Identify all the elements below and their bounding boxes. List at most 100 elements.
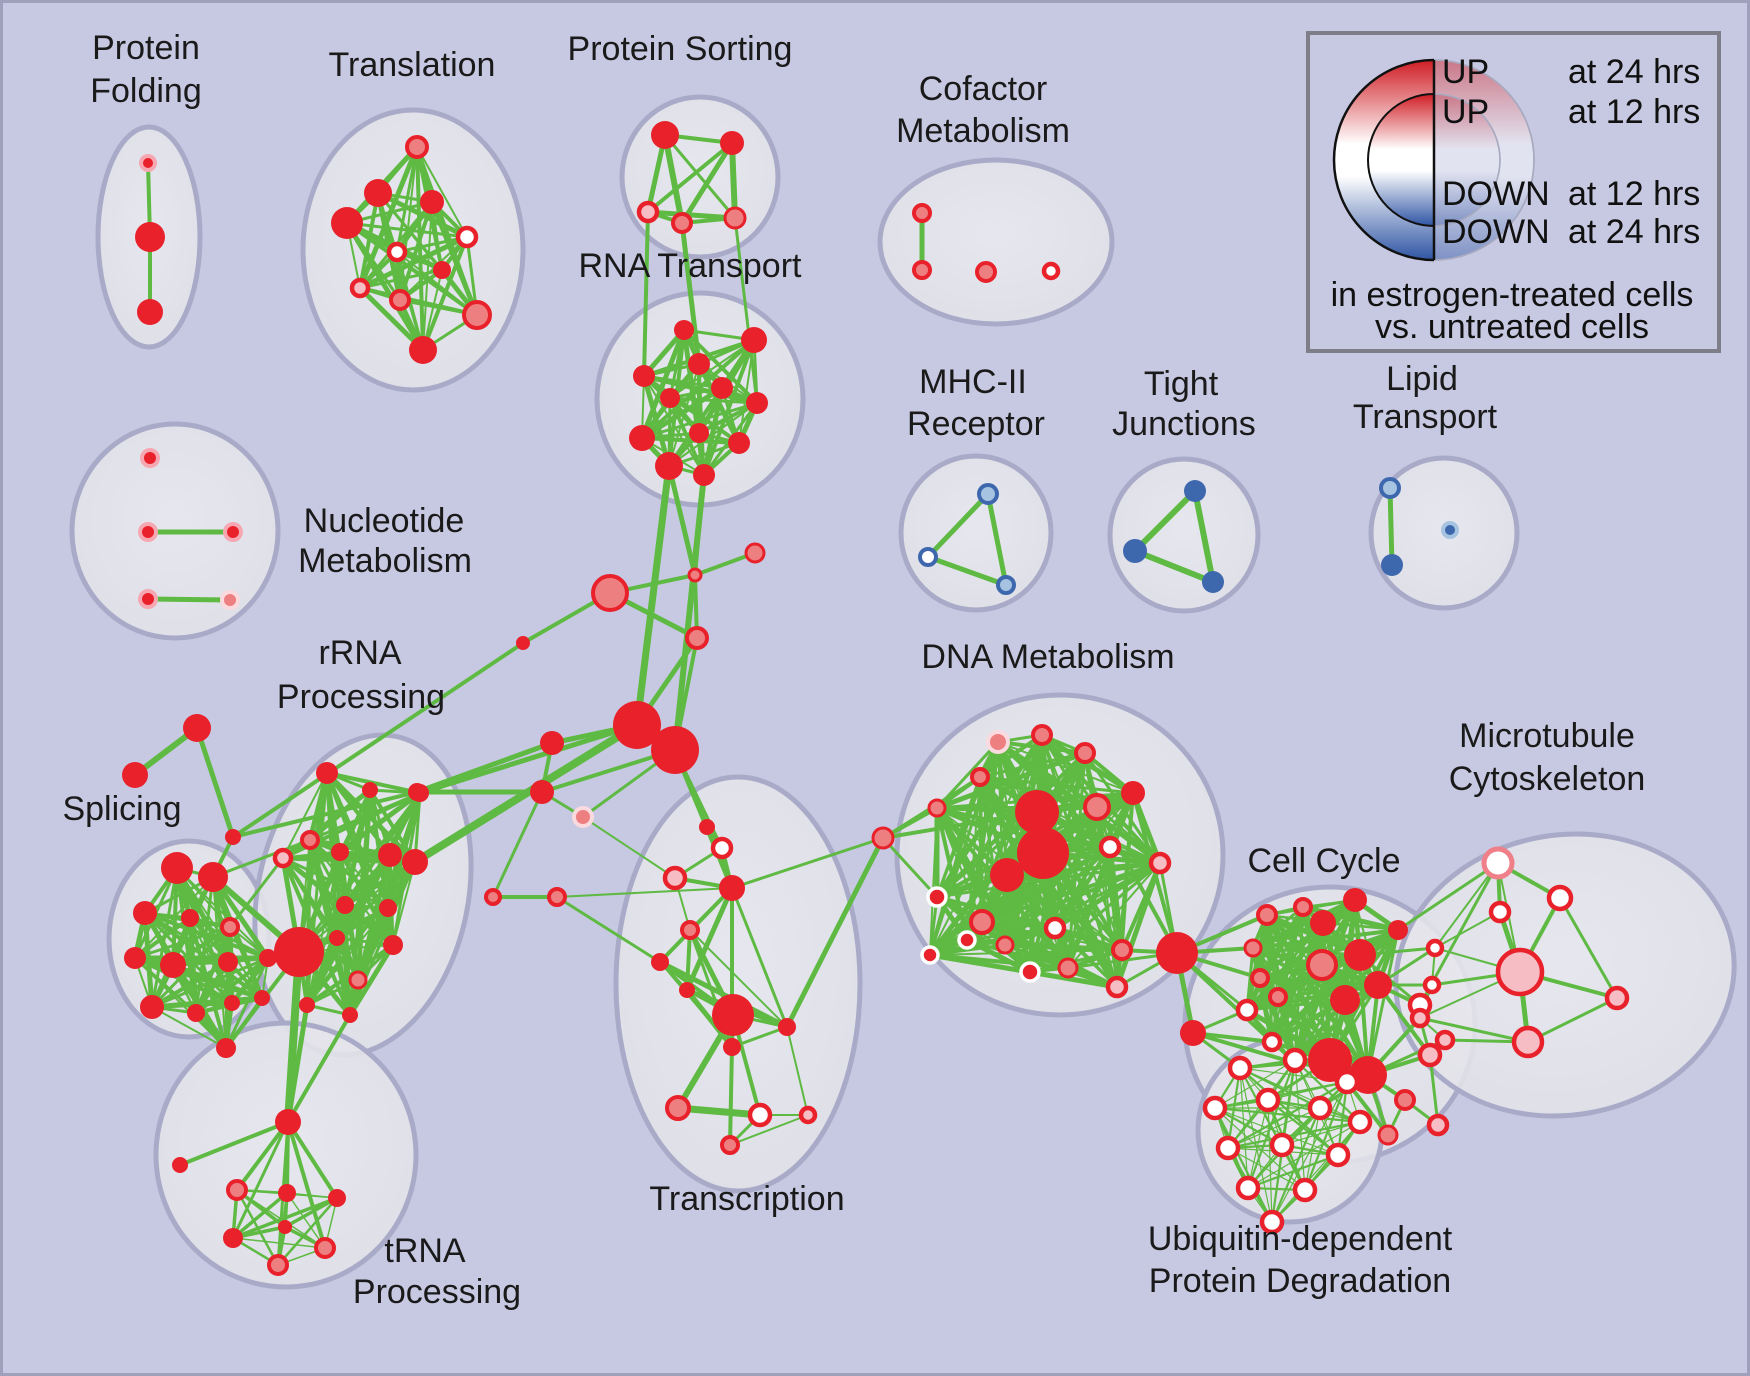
network-node-cell-cycle <box>1394 1089 1416 1111</box>
network-edge-rrna-processing <box>392 861 416 946</box>
network-node-translation <box>349 277 371 299</box>
network-edge-transcription <box>729 1114 809 1146</box>
network-node-splicing <box>224 995 240 1011</box>
network-node-cell-cycle <box>1256 904 1278 926</box>
network-edge-transcription <box>730 886 789 1029</box>
network-node-transcription <box>680 920 700 940</box>
legend-glyph-right-arc-outer <box>1433 59 1535 261</box>
network-node-connectors <box>408 783 426 801</box>
network-edge-dna-metabolism <box>935 861 1162 899</box>
network-node-transcription <box>662 865 688 891</box>
network-edge-cell-cycle <box>1366 928 1400 1077</box>
network-node-rna-transport <box>728 432 750 454</box>
network-node-mhc-ii-receptor <box>977 483 999 505</box>
network-node-transcription <box>719 875 745 901</box>
network-link-edge <box>784 835 886 1030</box>
legend-row-label: UP <box>1442 93 1489 131</box>
network-node-trna-processing <box>314 1237 336 1259</box>
network-edge-protein-sorting <box>729 140 738 221</box>
network-node-microtubule-cytoskeleton <box>1425 938 1445 958</box>
network-node-dna-metabolism <box>970 767 990 787</box>
module-shape-cofactor-metabolism <box>877 157 1115 327</box>
network-edge-ubiquitin-degradation <box>1270 1106 1322 1224</box>
network-node-tight-junctions <box>1202 571 1224 593</box>
network-edge-translation <box>344 220 426 353</box>
module-label-nucleotide-metabolism: Metabolism <box>298 542 472 580</box>
network-edge-rrna-processing <box>308 838 360 982</box>
network-node-cell-cycle <box>1364 971 1392 999</box>
network-node-dna-metabolism <box>1148 851 1172 875</box>
network-edge-ubiquitin-degradation <box>1238 1066 1340 1157</box>
network-node-connectors <box>516 636 530 650</box>
network-node-rna-transport <box>711 377 733 399</box>
network-edge-mhc-ii-receptor <box>985 491 1009 588</box>
network-node-transcription <box>720 1135 740 1155</box>
network-node-rna-transport <box>689 423 709 443</box>
network-node-rrna-processing <box>378 843 402 867</box>
network-node-microtubule-cytoskeleton <box>1481 846 1515 880</box>
network-node-dna-metabolism <box>1015 790 1059 834</box>
legend-row-label: DOWN <box>1442 175 1550 213</box>
network-node-cell-cycle <box>1156 932 1198 974</box>
module-label-cell-cycle: Cell Cycle <box>1247 842 1400 880</box>
network-edge-connectors <box>491 790 544 899</box>
network-node-cell-cycle <box>1330 985 1360 1015</box>
network-node-dna-metabolism <box>1019 961 1041 983</box>
network-edge-ubiquitin-degradation <box>1336 1080 1349 1157</box>
network-edge-tight-junctions <box>1132 548 1216 585</box>
network-edge-trna-processing <box>276 1196 339 1267</box>
network-node-rrna-processing <box>272 847 294 869</box>
network-edge-ubiquitin-degradation <box>1271 1121 1361 1223</box>
module-label-mhc-ii-receptor: Receptor <box>907 405 1045 443</box>
network-edge-splicing <box>229 955 271 1006</box>
network-edge-ubiquitin-degradation <box>1293 1058 1362 1124</box>
network-edge-ubiquitin-degradation <box>1247 1121 1361 1189</box>
network-edge-rna-transport <box>639 327 687 441</box>
network-node-microtubule-cytoskeleton <box>1488 900 1512 924</box>
network-node-trna-processing <box>223 1228 243 1248</box>
legend-row-label: UP <box>1442 53 1489 91</box>
network-edge-dna-metabolism <box>1052 925 1125 953</box>
network-node-rrna-processing <box>336 896 354 914</box>
network-edge-rrna-processing <box>308 838 390 910</box>
network-node-dna-metabolism <box>1017 827 1069 879</box>
network-edge-ubiquitin-degradation <box>1267 1081 1348 1101</box>
network-edge-microtubule-cytoskeleton <box>1434 911 1501 949</box>
network-node-rrna-processing <box>329 930 345 946</box>
network-edge-cell-cycle <box>1250 897 1358 951</box>
network-node-rna-transport <box>633 365 655 387</box>
network-edge-rna-transport <box>668 396 706 477</box>
network-node-translation <box>386 241 408 263</box>
network-node-rrna-processing <box>379 899 397 917</box>
network-node-protein-sorting <box>723 206 747 230</box>
network-node-cell-cycle <box>1417 1042 1443 1068</box>
network-edge-cell-cycle <box>1359 954 1369 1076</box>
network-link-edge <box>1095 805 1179 955</box>
network-link-edge <box>228 856 285 929</box>
network-node-translation <box>331 207 363 239</box>
network-node-microtubule-cytoskeleton <box>1604 985 1630 1011</box>
network-node-cell-cycle <box>1426 1113 1450 1137</box>
network-edge-cell-cycle <box>1245 983 1380 1012</box>
network-edge-translation <box>395 235 469 254</box>
network-edge-mhc-ii-receptor <box>925 554 1009 588</box>
network-edge-protein-sorting <box>645 209 738 221</box>
network-edge-splicing <box>151 1006 227 1049</box>
network-edge-protein-sorting <box>663 133 737 220</box>
network-node-transcription <box>712 994 754 1036</box>
network-edge-rrna-processing <box>342 859 418 908</box>
network-link-edge <box>582 816 676 879</box>
network-node-trna-processing <box>275 1109 301 1135</box>
network-edge-rrna-processing <box>297 791 422 954</box>
network-edge-rna-transport <box>640 401 759 440</box>
module-label-mhc-ii-receptor: MHC-II <box>919 363 1027 401</box>
module-label-microtubule-cytoskeleton: Cytoskeleton <box>1449 760 1646 798</box>
network-node-splicing <box>254 990 270 1006</box>
network-edge-splicing <box>210 874 271 961</box>
network-node-rrna-processing <box>274 927 324 977</box>
network-node-rrna-processing <box>383 935 403 955</box>
network-node-nucleotide-metabolism <box>138 522 158 542</box>
network-link-edge <box>679 220 702 367</box>
network-node-dna-metabolism <box>995 935 1015 955</box>
